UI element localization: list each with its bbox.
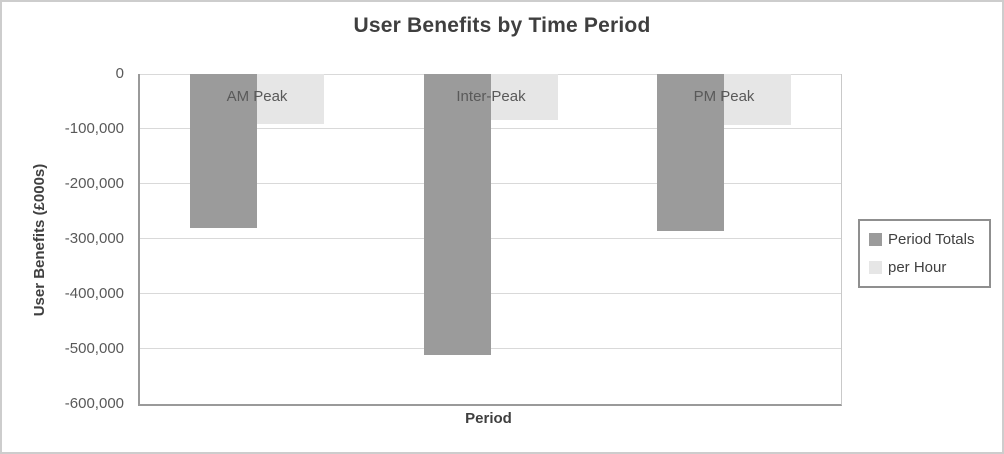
legend: Period Totals per Hour — [858, 219, 991, 288]
legend-swatch-period-totals — [869, 233, 882, 247]
y-tick-label: -500,000 — [64, 340, 124, 357]
legend-label: Period Totals — [888, 231, 975, 249]
legend-swatch-per-hour — [869, 260, 882, 274]
y-tick-label: 0 — [115, 65, 124, 82]
legend-label: per Hour — [888, 258, 947, 276]
bar-period-totals — [657, 74, 724, 231]
legend-item: per Hour — [869, 259, 989, 276]
bar-per-hour — [257, 74, 324, 124]
y-tick-label: -400,000 — [64, 285, 124, 302]
bar-per-hour — [491, 74, 558, 120]
category-label: AM Peak — [226, 88, 288, 105]
chart-title: User Benefits by Time Period — [353, 14, 651, 37]
bar-period-totals — [190, 74, 257, 228]
y-tick-label: -200,000 — [64, 175, 124, 192]
y-tick-label: -300,000 — [64, 230, 124, 247]
x-axis-title: Period — [465, 410, 512, 427]
category-label: Inter-Peak — [456, 88, 526, 105]
bar-per-hour — [724, 74, 791, 125]
y-tick-label: -600,000 — [64, 395, 124, 412]
bar-period-totals — [424, 74, 491, 355]
category-label: PM Peak — [693, 88, 755, 105]
legend-item: Period Totals — [869, 231, 989, 248]
plot-area: AM Peak Inter-Peak PM Peak — [138, 74, 842, 406]
y-tick-label: -100,000 — [64, 120, 124, 137]
